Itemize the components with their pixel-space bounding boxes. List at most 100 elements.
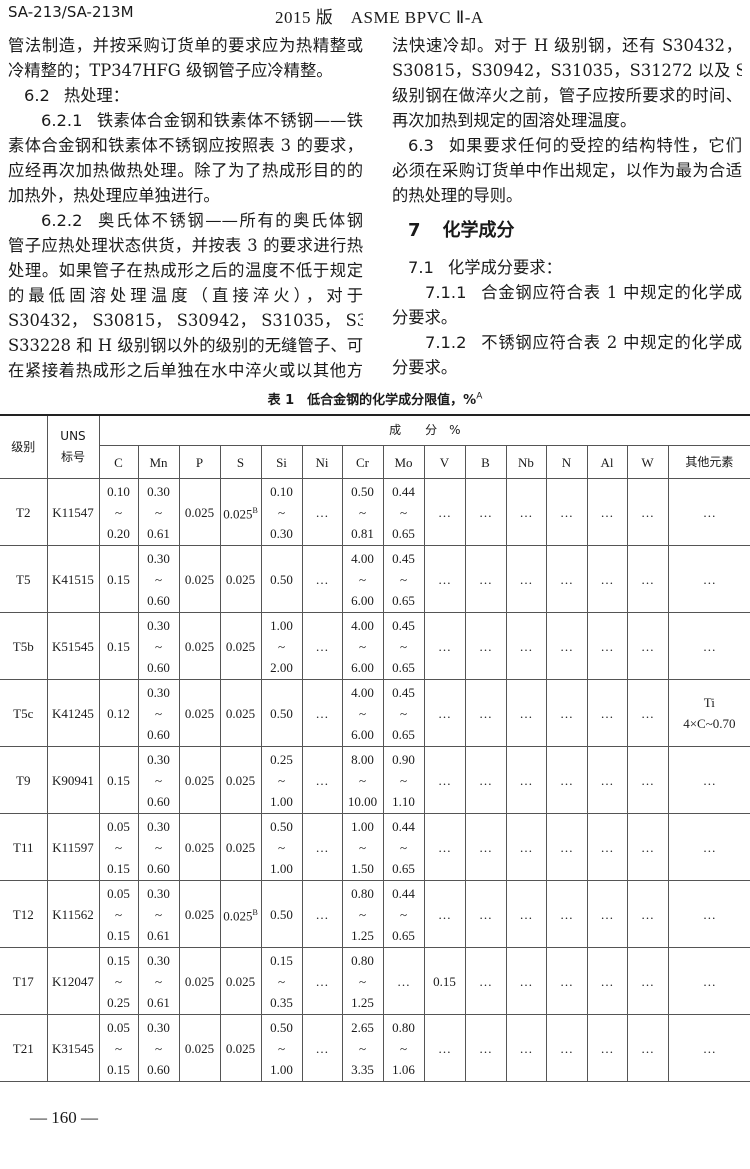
uns-cell: K11547 — [46, 478, 100, 546]
composition-cell: 0.80 ~ 1.25 — [341, 880, 384, 948]
composition-cell: … — [423, 813, 466, 881]
composition-cell: 0.50 ~ 1.00 — [260, 813, 303, 881]
grade-cell: T12 — [0, 880, 48, 948]
composition-cell: … — [423, 1014, 466, 1082]
composition-cell: 0.30 ~ 0.60 — [137, 679, 180, 747]
table-row: T12 K11562 0.05 ~ 0.15 0.30 ~ 0.61 0.025 0.02… — [0, 880, 750, 948]
composition-cell: … — [301, 478, 343, 546]
composition-cell: … — [464, 478, 507, 546]
composition-cell: … — [586, 880, 628, 948]
table-row: T2 K11547 0.10 ~ 0.20 0.30 ~ 0.61 0.025 0.025… — [0, 478, 750, 546]
text-line: 再次加热到规定的固溶处理温度。 — [392, 108, 742, 133]
line-text: 素体合金钢和铁素体不锈钢应按照表 3 的要求， — [8, 136, 363, 155]
composition-cell: … — [423, 612, 466, 680]
composition-cell: 0.025 — [219, 612, 262, 680]
composition-cell: 4.00 ~ 6.00 — [341, 545, 384, 613]
text-line: 6.2 热处理： — [8, 83, 363, 108]
composition-cell: … — [301, 947, 343, 1015]
page-number: — 160 — — [30, 1108, 98, 1127]
composition-cell: … — [586, 746, 628, 814]
text-line: 6.2.1 铁素体合金钢和铁素体不锈钢——铁 — [8, 108, 363, 133]
composition-cell: 0.10 ~ 0.30 — [260, 478, 303, 546]
element-header: C — [99, 445, 139, 479]
composition-cell: 0.45 ~ 0.65 — [382, 679, 425, 747]
uns-cell: K12047 — [46, 947, 100, 1015]
line-text: 管法制造，并按采购订货单的要求应为热精整或 — [8, 36, 363, 55]
composition-cell: 4.00 ~ 6.00 — [341, 612, 384, 680]
grade-cell: T9 — [0, 746, 48, 814]
text-line: S30432， S30815， S30942， S31035， S31272， — [8, 308, 363, 333]
grade-header: 级别 — [0, 414, 48, 479]
composition-cell: … — [586, 612, 628, 680]
text-line: 处理。如果管子在热成形之后的温度不低于规定 — [8, 258, 363, 283]
composition-cell: … — [667, 746, 750, 814]
document-code: SA-213/SA-213M — [8, 3, 134, 21]
composition-cell: … — [423, 880, 466, 948]
composition-cell: 0.15 — [98, 545, 139, 613]
section-number: 7.1.2 — [425, 333, 467, 352]
element-header: Al — [586, 445, 628, 479]
composition-cell: 0.30 ~ 0.61 — [137, 947, 180, 1015]
composition-cell: … — [545, 612, 588, 680]
composition-cell: 0.25 ~ 1.00 — [260, 746, 303, 814]
composition-cell: 0.05 ~ 0.15 — [98, 880, 139, 948]
composition-cell: … — [626, 813, 669, 881]
grade-cell: T21 — [0, 1014, 48, 1082]
composition-cell: 0.30 ~ 0.61 — [137, 880, 180, 948]
grade-cell: T5c — [0, 679, 48, 747]
line-text: 法快速冷却。对于 H 级别钢，还有 S30432， — [392, 36, 742, 55]
composition-cell: … — [545, 813, 588, 881]
composition-cell: 0.44 ~ 0.65 — [382, 880, 425, 948]
composition-cell: … — [626, 679, 669, 747]
composition-cell: 0.15 — [98, 746, 139, 814]
text-line: 7.1.2 不锈钢应符合表 2 中规定的化学成 — [392, 330, 742, 355]
composition-cell: … — [667, 947, 750, 1015]
grade-cell: T11 — [0, 813, 48, 881]
composition-cell: 0.10 ~ 0.20 — [98, 478, 139, 546]
composition-cell: 0.30 ~ 0.60 — [137, 545, 180, 613]
line-text: S33228 和 H 级别钢以外的级别的无缝管子、可 — [8, 336, 363, 355]
composition-cell: 0.15 — [98, 612, 139, 680]
text-line: 法快速冷却。对于 H 级别钢，还有 S30432， — [392, 33, 742, 58]
composition-cell: 0.12 — [98, 679, 139, 747]
composition-cell: … — [301, 813, 343, 881]
composition-cell: … — [626, 880, 669, 948]
composition-cell: 0.80 ~ 1.06 — [382, 1014, 425, 1082]
composition-cell: 0.025 — [219, 813, 262, 881]
section-number: 7.1 — [408, 258, 434, 277]
composition-cell: … — [626, 947, 669, 1015]
composition-cell: 1.00 ~ 2.00 — [260, 612, 303, 680]
table-row: T17 K12047 0.15 ~ 0.25 0.30 ~ 0.61 0.025 0.02… — [0, 947, 750, 1015]
text-line: 分要求。 — [392, 355, 742, 380]
composition-cell: … — [505, 1014, 547, 1082]
composition-cell: … — [464, 947, 507, 1015]
table-row: T11 K11597 0.05 ~ 0.15 0.30 ~ 0.60 0.025 0.02… — [0, 813, 750, 881]
composition-cell: … — [545, 478, 588, 546]
composition-cell: … — [505, 813, 547, 881]
section-number: 6.2.2 — [41, 211, 83, 230]
line-text: 不锈钢应符合表 2 中规定的化学成 — [480, 333, 742, 352]
composition-cell: … — [545, 545, 588, 613]
text-line: S33228 和 H 级别钢以外的级别的无缝管子、可 — [8, 333, 363, 358]
element-header: N — [545, 445, 588, 479]
composition-cell: … — [301, 880, 343, 948]
composition-cell: 0.45 ~ 0.65 — [382, 545, 425, 613]
line-text: 级别钢在做淬火之前，管子应按所要求的时间、 — [392, 86, 742, 105]
grade-cell: T5 — [0, 545, 48, 613]
section-number: 7 — [408, 220, 421, 241]
composition-cell: 0.025 — [178, 880, 221, 948]
element-header: P — [178, 445, 221, 479]
composition-cell: 0.025 — [178, 612, 221, 680]
composition-cell: 0.025 — [178, 746, 221, 814]
section-number: 6.2.1 — [41, 111, 83, 130]
uns-cell: K31545 — [46, 1014, 100, 1082]
line-text: 处理。如果管子在热成形之后的温度不低于规定 — [8, 261, 363, 280]
uns-header: UNS 标号 — [46, 414, 100, 479]
table-row: T5c K41245 0.12 0.30 ~ 0.60 0.025 0.025 0.50… 4… — [0, 679, 750, 747]
composition-cell: 0.30 ~ 0.60 — [137, 746, 180, 814]
composition-cell: … — [301, 746, 343, 814]
composition-cell: … — [301, 612, 343, 680]
element-header: W — [626, 445, 669, 479]
text-line: 7.1 化学成分要求： — [392, 255, 742, 280]
composition-cell: … — [464, 1014, 507, 1082]
